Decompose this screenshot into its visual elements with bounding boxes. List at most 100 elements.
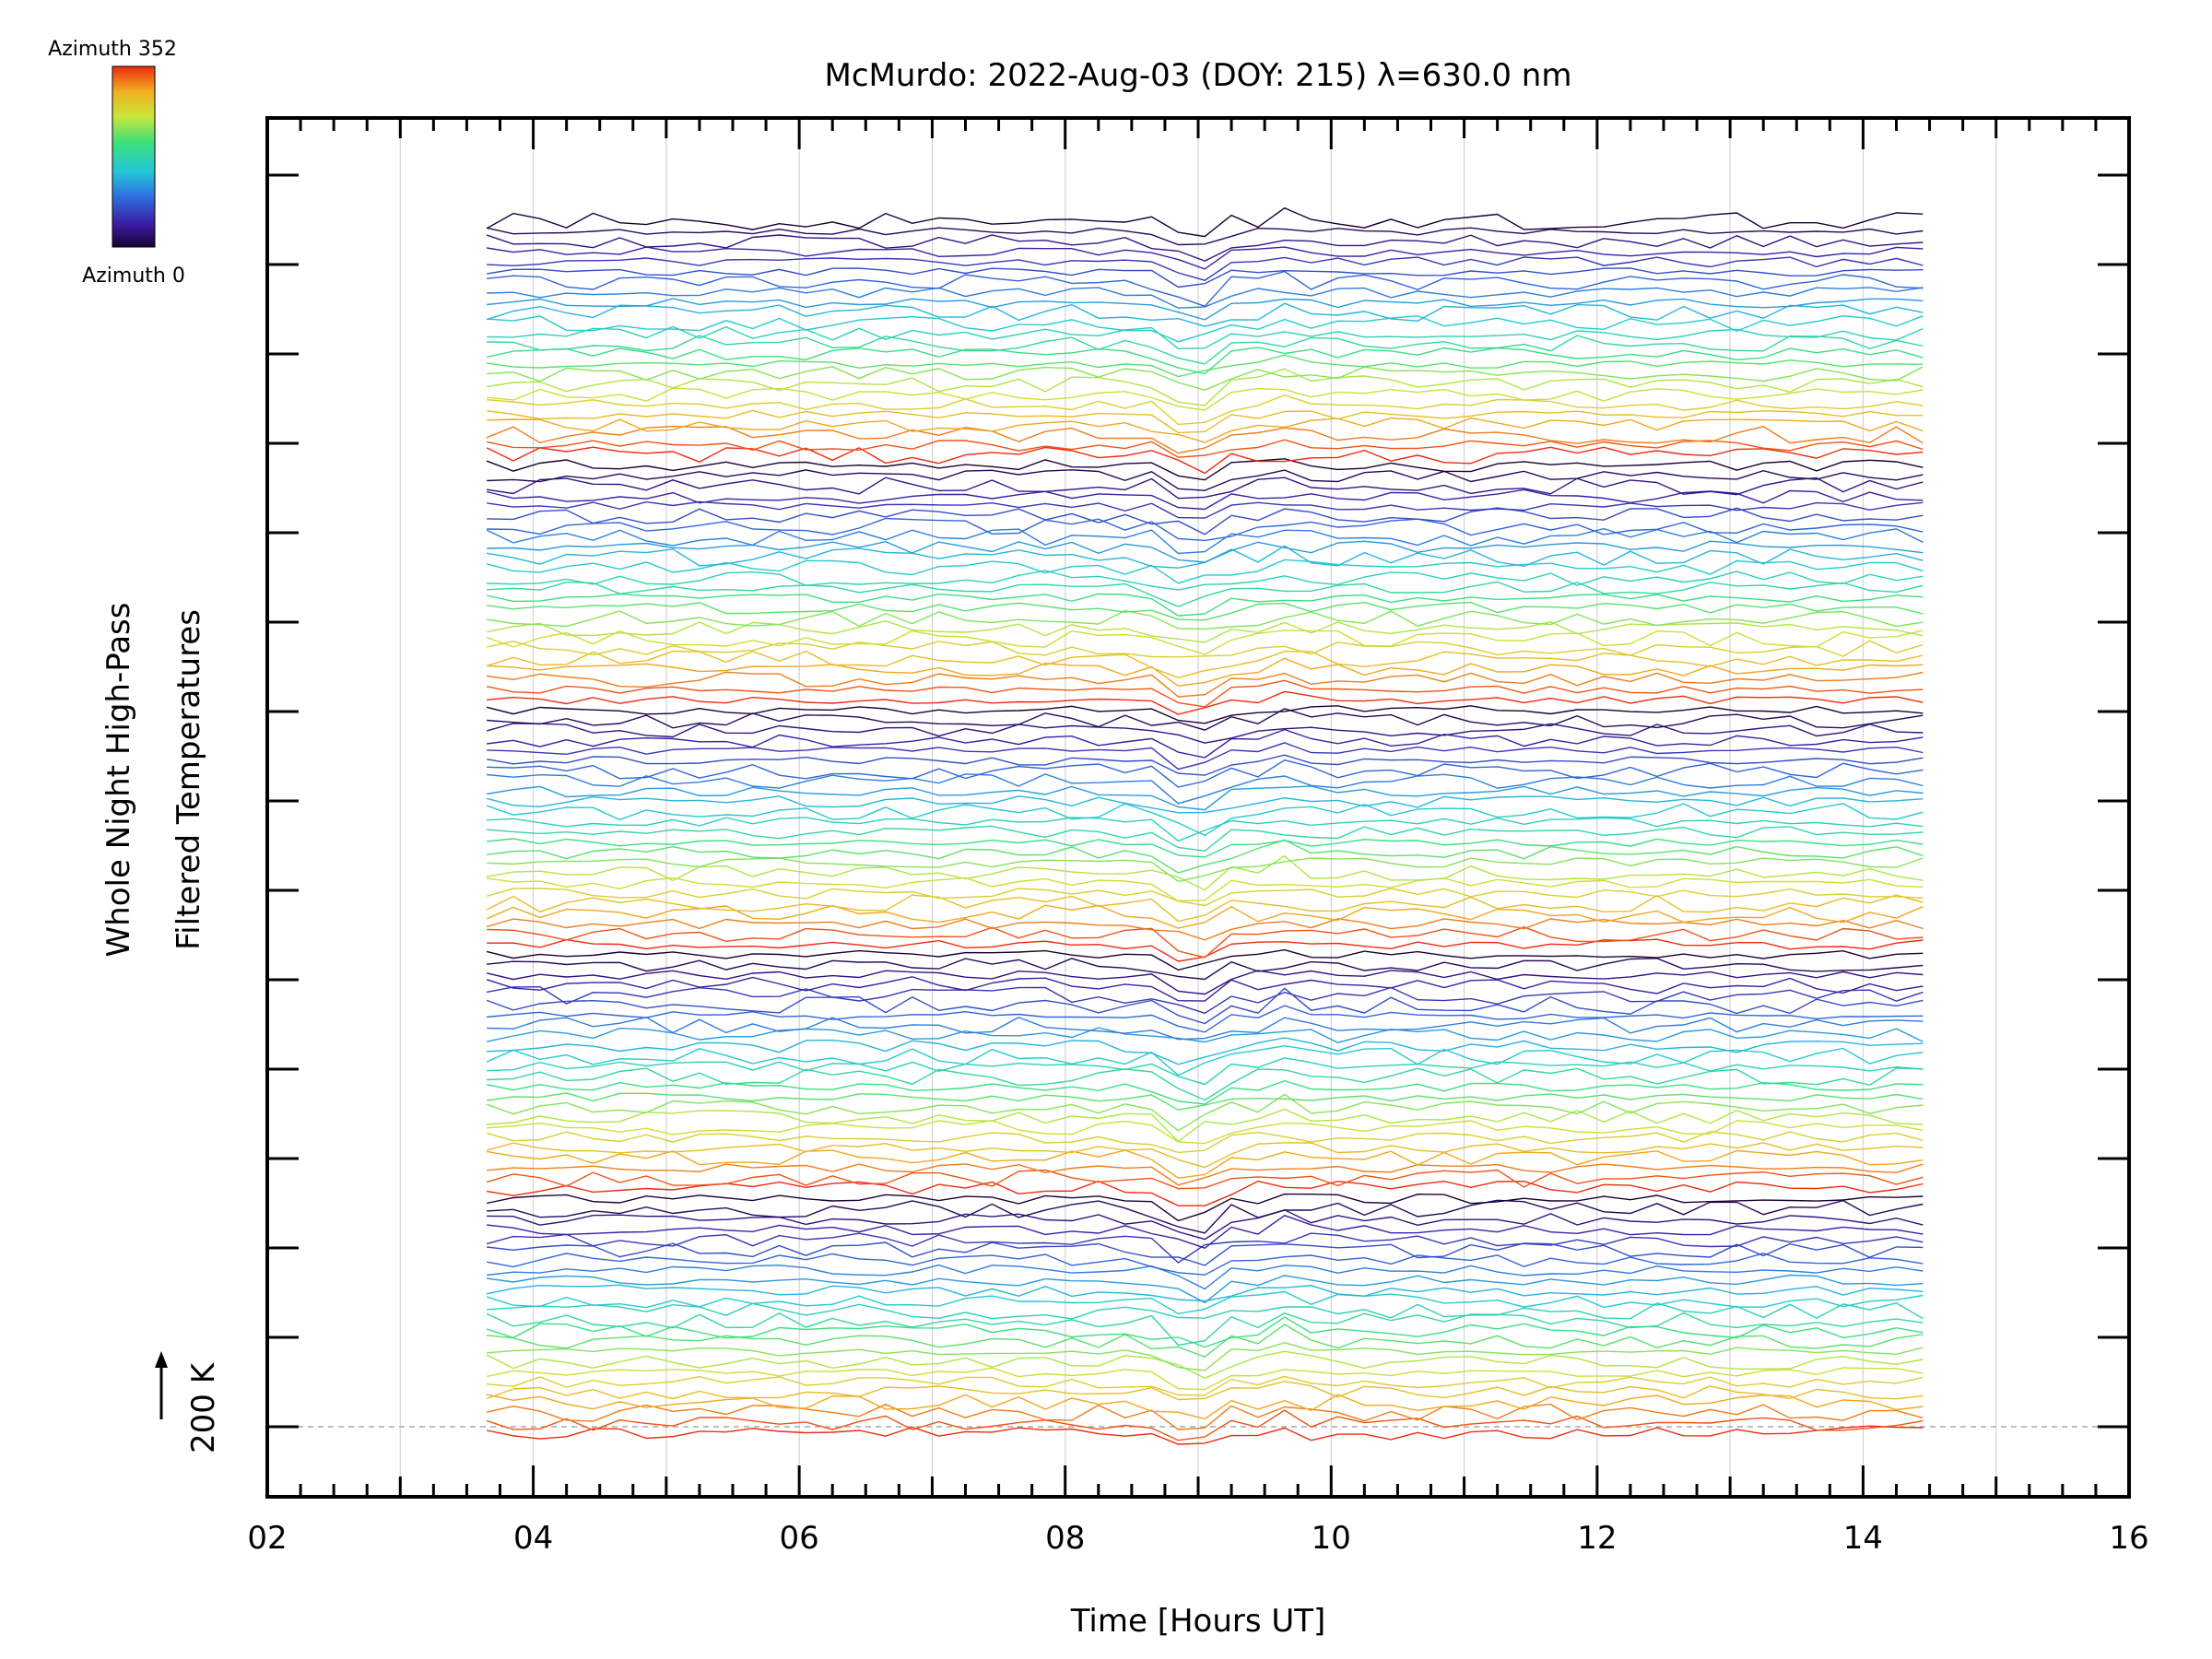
x-tick-label: 16	[2109, 1520, 2148, 1557]
series-line	[486, 302, 1924, 327]
series-line	[487, 877, 1924, 902]
series-line	[487, 314, 1924, 343]
series-line	[487, 773, 1924, 805]
series-line	[487, 570, 1924, 591]
x-tick-label: 04	[513, 1520, 553, 1557]
series-line	[487, 517, 1924, 542]
series-line	[487, 1119, 1924, 1145]
series-line	[486, 987, 1924, 1025]
series-line	[486, 640, 1924, 658]
series-line	[487, 1274, 1924, 1304]
series-line	[486, 679, 1924, 708]
series-line	[486, 948, 1924, 971]
series-line	[486, 976, 1924, 1002]
series-line	[486, 234, 1924, 262]
series-line	[487, 417, 1924, 443]
grid-lines	[399, 118, 1997, 1497]
series-line	[487, 759, 1924, 788]
series-line	[486, 620, 1924, 643]
series-line	[486, 206, 1924, 238]
colorbar-gradient	[112, 65, 156, 248]
series-line	[487, 409, 1924, 434]
series-line	[486, 1131, 1924, 1154]
series-line	[487, 601, 1924, 621]
series-line	[487, 1017, 1924, 1041]
series-line	[487, 1199, 1924, 1234]
series-line	[486, 1409, 1924, 1441]
series-line	[486, 1367, 1924, 1391]
series-line	[487, 325, 1924, 350]
series-line	[486, 1350, 1924, 1380]
series-line	[487, 469, 1924, 491]
series-line	[486, 609, 1924, 630]
series-line	[487, 825, 1924, 853]
series-line	[486, 723, 1924, 744]
y-axis-title-line1: Whole Night High-Pass	[100, 603, 137, 958]
series-line	[486, 488, 1924, 511]
x-tick-label: 02	[247, 1520, 287, 1557]
series-line	[486, 1425, 1924, 1445]
series-line	[486, 446, 1924, 475]
series-line	[486, 1253, 1924, 1276]
series-line	[487, 1241, 1924, 1266]
x-tick-label: 14	[1843, 1520, 1883, 1557]
series-line	[486, 1284, 1924, 1302]
series-line	[487, 857, 1924, 883]
series-line	[487, 366, 1924, 391]
series-line	[486, 347, 1924, 375]
series-lines	[486, 206, 1924, 1445]
series-line	[487, 287, 1924, 309]
series-line	[487, 507, 1924, 535]
series-line	[487, 1163, 1924, 1186]
series-line	[486, 650, 1924, 679]
series-line	[486, 785, 1924, 811]
series-line	[487, 838, 1924, 858]
series-line	[487, 1342, 1924, 1371]
series-line	[486, 1316, 1924, 1348]
series-line	[487, 1324, 1924, 1358]
series-line	[486, 894, 1924, 923]
series-line	[487, 817, 1924, 842]
series-line	[486, 803, 1924, 837]
series-line	[487, 298, 1924, 321]
series-line	[486, 1290, 1924, 1315]
series-line	[487, 958, 1924, 981]
series-line	[486, 904, 1924, 929]
y-axis-title-line2: Filtered Temperatures	[171, 609, 207, 950]
x-axis-title: Time [Hours UT]	[1070, 1603, 1326, 1640]
series-line	[486, 1381, 1924, 1401]
series-line	[487, 926, 1924, 959]
series-line	[486, 754, 1924, 776]
series-line	[487, 256, 1924, 281]
series-line	[486, 888, 1924, 907]
series-line	[487, 1057, 1924, 1086]
series-line	[487, 1067, 1924, 1101]
series-line	[487, 671, 1924, 698]
axis-ticks	[265, 118, 2131, 1497]
series-line	[486, 1312, 1924, 1347]
series-line	[487, 1264, 1924, 1290]
colorbar-top-label: Azimuth 352	[48, 38, 177, 61]
series-line	[486, 439, 1924, 458]
scale-arrow-head	[155, 1351, 168, 1368]
series-line	[487, 1209, 1924, 1241]
series-line	[486, 1394, 1924, 1420]
series-line	[487, 1375, 1924, 1396]
series-line	[486, 1142, 1924, 1169]
series-line	[487, 1302, 1924, 1320]
series-line	[486, 1093, 1924, 1132]
series-line	[486, 477, 1924, 500]
scale-indicator: 200 K	[155, 1351, 222, 1453]
x-tick-label: 06	[780, 1520, 819, 1557]
series-line	[487, 387, 1924, 411]
series-line	[486, 1079, 1924, 1105]
series-line	[486, 985, 1924, 1015]
colorbar-bottom-label: Azimuth 0	[82, 265, 185, 288]
series-line	[487, 335, 1924, 365]
series-line	[486, 500, 1924, 519]
series-line	[487, 690, 1924, 715]
series-line	[486, 705, 1924, 724]
series-line	[486, 795, 1924, 814]
series-line	[486, 970, 1924, 995]
